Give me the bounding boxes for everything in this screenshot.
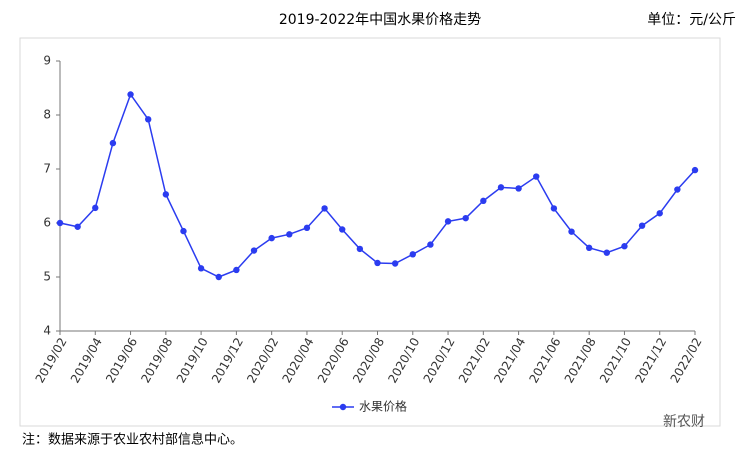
x-tick-label: 2019/06: [103, 335, 140, 385]
x-tick-label: 2020/06: [315, 335, 352, 385]
y-tick-label: 9: [43, 54, 51, 68]
data-point: [197, 265, 205, 272]
x-tick-label: 2021/06: [526, 335, 563, 385]
x-tick-label: 2021/08: [562, 335, 599, 385]
data-point: [127, 91, 134, 98]
data-point: [92, 204, 99, 212]
data-point: [550, 205, 558, 212]
data-point: [374, 259, 381, 267]
data-point: [286, 231, 293, 238]
x-tick-label: 2019/10: [174, 335, 211, 385]
data-point: [391, 260, 399, 267]
data-point: [162, 191, 170, 198]
y-tick-label: 4: [43, 324, 51, 338]
data-point: [638, 222, 646, 229]
chart-title: 2019-2022年中国水果价格走势: [279, 12, 481, 28]
x-tick-label: 2021/04: [491, 335, 528, 385]
data-point: [268, 234, 275, 242]
data-point: [568, 228, 575, 235]
data-point: [497, 184, 505, 191]
data-point: [56, 219, 64, 227]
x-tick-label: 2019/08: [138, 335, 175, 385]
data-point: [250, 247, 258, 254]
data-point: [462, 214, 469, 222]
data-point: [656, 210, 663, 217]
y-tick-label: 7: [43, 162, 51, 176]
x-tick-label: 2019/02: [33, 335, 70, 385]
data-point: [339, 226, 346, 233]
y-tick-label: 6: [43, 216, 51, 230]
x-tick-label: 2020/12: [421, 335, 458, 385]
x-tick-label: 2021/10: [597, 335, 634, 385]
source-note: 注：数据来源于农业农村部信息中心。: [22, 432, 243, 448]
x-tick-label: 2020/08: [350, 335, 387, 385]
data-point: [691, 166, 699, 174]
data-point: [674, 186, 681, 193]
data-point: [144, 116, 152, 123]
watermark: 新农财: [663, 414, 705, 430]
data-point: [180, 227, 187, 235]
unit-label: 单位：元/公斤: [647, 12, 736, 28]
data-point: [303, 224, 311, 232]
data-point: [409, 251, 416, 258]
x-tick-label: 2022/02: [668, 335, 705, 385]
data-point: [215, 273, 222, 281]
x-tick-label: 2019/04: [68, 335, 105, 385]
data-point: [621, 243, 628, 250]
legend-marker: [339, 403, 347, 411]
legend-label: 水果价格: [359, 399, 407, 414]
data-point: [603, 249, 611, 256]
data-point: [74, 223, 81, 230]
data-point: [427, 241, 434, 248]
data-point: [533, 173, 540, 180]
data-point: [515, 185, 522, 192]
data-point: [444, 218, 452, 225]
y-tick-label: 5: [43, 270, 51, 284]
series-line: [59, 92, 696, 278]
x-tick-label: 2019/12: [209, 335, 246, 385]
x-tick-label: 2020/02: [244, 335, 281, 385]
data-point: [109, 139, 117, 147]
chart-frame: [19, 37, 721, 427]
x-tick-label: 2021/12: [632, 335, 669, 385]
data-point: [356, 245, 364, 253]
data-point: [585, 244, 593, 252]
x-tick-label: 2020/04: [280, 335, 317, 385]
y-tick-label: 8: [43, 108, 51, 122]
data-point: [321, 205, 328, 212]
x-tick-label: 2020/10: [385, 335, 422, 385]
x-tick-label: 2021/02: [456, 335, 493, 385]
data-point: [233, 266, 240, 274]
data-point: [480, 197, 487, 205]
